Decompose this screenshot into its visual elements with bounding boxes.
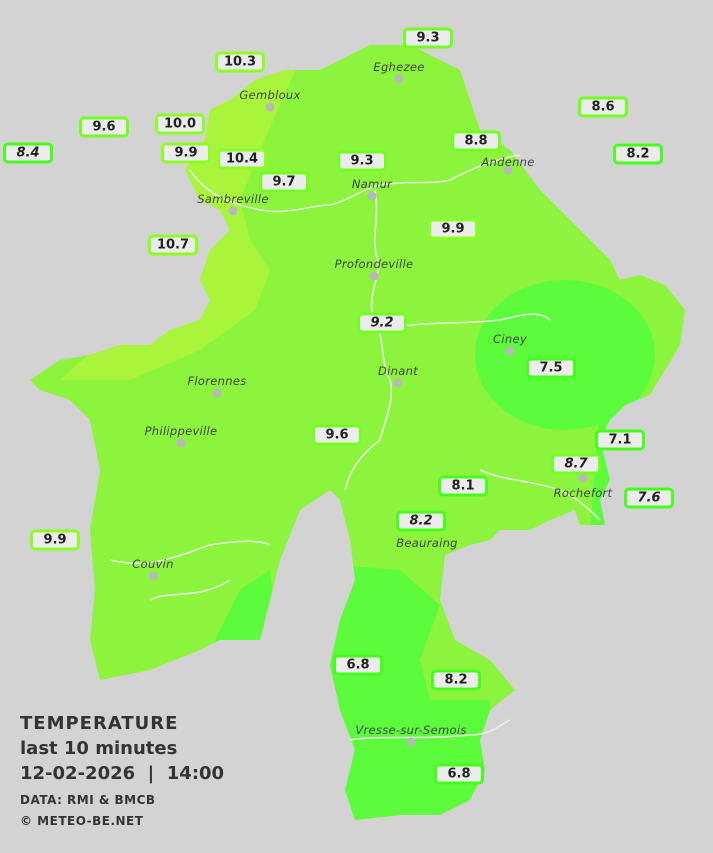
city-label: Couvin	[132, 557, 174, 571]
station-temperature-label: 10.3	[214, 51, 266, 73]
station-temperature-label: 10.0	[154, 113, 206, 135]
map-legend: TEMPERATURE last 10 minutes 12-02-2026 |…	[20, 712, 224, 831]
station-temperature-label: 8.1	[438, 475, 488, 497]
cool-zone-couvin	[210, 570, 280, 650]
city-label: Beauraing	[396, 536, 458, 550]
city-label: Sambreville	[197, 192, 269, 206]
station-temperature-label: 8.6	[578, 96, 628, 118]
city-label: Eghezee	[373, 60, 425, 74]
station-temperature-label: 9.7	[259, 171, 309, 193]
station-temperature-label: 8.2	[613, 143, 663, 165]
city-marker	[367, 191, 377, 201]
legend-period: last 10 minutes	[20, 738, 178, 759]
city-marker	[265, 102, 275, 112]
city-label: Profondeville	[334, 257, 414, 271]
station-temperature-label: 7.5	[526, 357, 576, 379]
station-temperature-label: 9.9	[161, 142, 211, 164]
station-temperature-label: 10.7	[147, 234, 199, 256]
station-temperature-label: 9.9	[428, 218, 478, 240]
station-temperature-label: 6.8	[434, 763, 484, 785]
city-label: Ciney	[493, 332, 527, 346]
station-temperature-label: 10.4	[216, 148, 268, 170]
city-marker	[393, 378, 403, 388]
legend-datetime: 12-02-2026 | 14:00	[20, 763, 225, 784]
city-label: Namur	[351, 177, 393, 191]
station-temperature-label: 9.6	[312, 424, 362, 446]
station-temperature-label: 9.6	[79, 116, 129, 138]
cool-zone-ciney	[475, 280, 655, 430]
station-temperature-label: 9.3	[403, 27, 453, 49]
rivers	[109, 154, 601, 741]
city-marker	[369, 271, 379, 281]
station-temperature-label: 9.3	[337, 150, 387, 172]
station-temperature-label: 9.2	[357, 312, 407, 334]
station-temperature-label: 8.4	[3, 142, 53, 164]
station-temperature-label: 7.6	[624, 487, 674, 509]
city-marker	[228, 206, 238, 216]
city-label: Gembloux	[239, 88, 301, 102]
city-marker	[578, 473, 588, 483]
legend-source: DATA: RMI & BMCB	[20, 793, 156, 807]
station-temperature-label: 8.8	[451, 130, 501, 152]
city-marker	[148, 571, 158, 581]
city-marker	[503, 165, 513, 175]
legend-copyright: © METEO-BE.NET	[20, 814, 144, 828]
city-marker	[176, 438, 186, 448]
station-temperature-label: 8.7	[551, 453, 601, 475]
city-marker	[406, 737, 416, 747]
station-temperature-label: 7.1	[595, 429, 645, 451]
city-marker	[505, 346, 515, 356]
city-label: Rochefort	[553, 486, 613, 500]
city-label: Florennes	[187, 374, 247, 388]
city-label: Vresse-sur-Semois	[355, 723, 467, 737]
city-label: Philippeville	[144, 424, 218, 438]
legend-title: TEMPERATURE	[20, 713, 179, 734]
city-marker	[212, 388, 222, 398]
station-temperature-label: 9.9	[30, 529, 80, 551]
station-temperature-label: 8.2	[431, 669, 481, 691]
city-label: Dinant	[378, 364, 418, 378]
city-marker	[394, 74, 404, 84]
station-temperature-label: 8.2	[396, 510, 446, 532]
city-label: Andenne	[481, 155, 535, 169]
station-temperature-label: 6.8	[333, 654, 383, 676]
